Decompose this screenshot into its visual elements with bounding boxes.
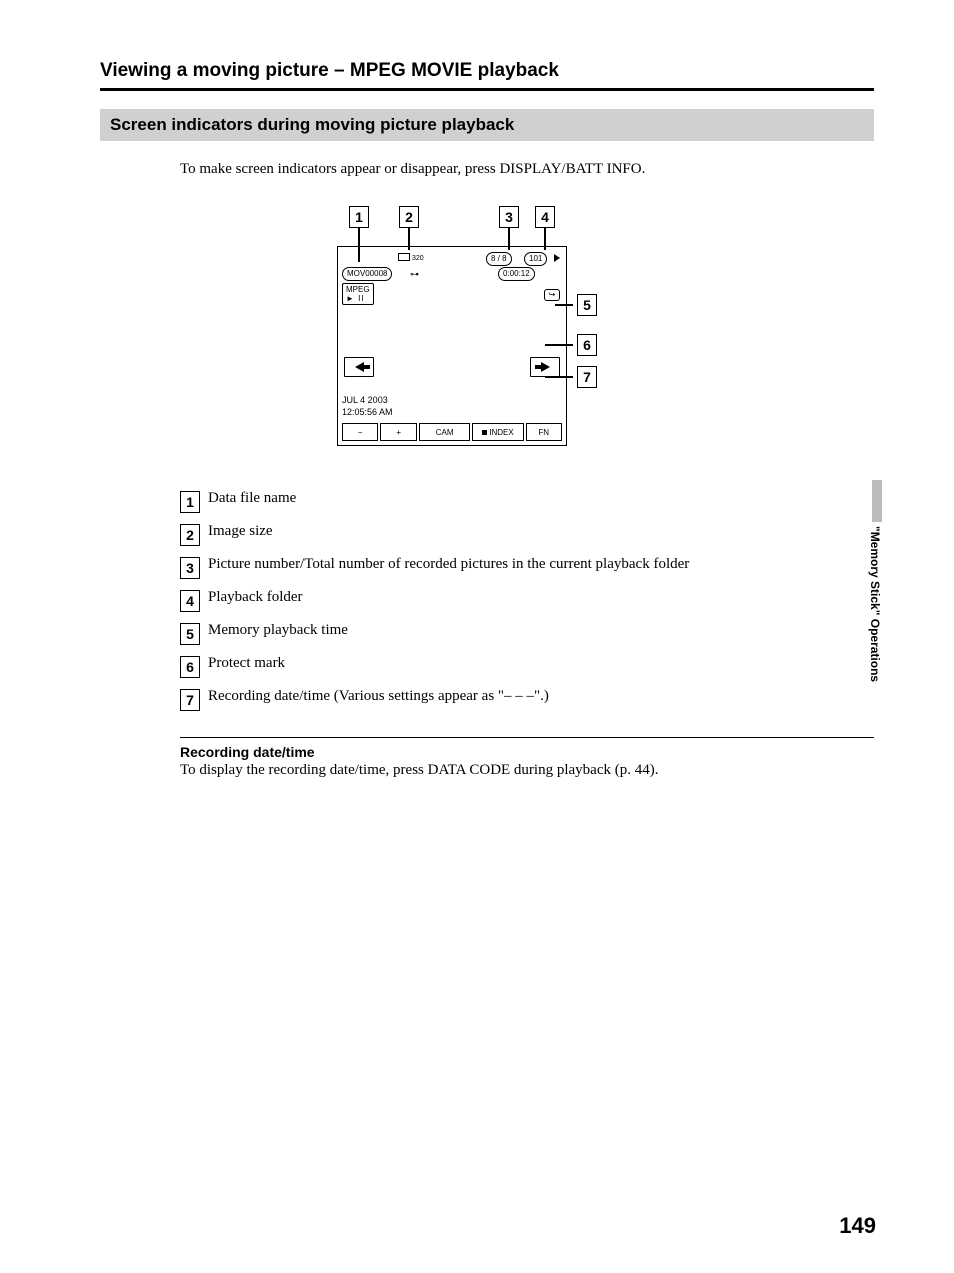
rule-thick — [100, 88, 874, 91]
callout-6: 6 — [577, 334, 597, 356]
diagram: 1 2 3 4 320 8 / 8 101 MOV00008 ⊶ 0:00:12 — [100, 206, 874, 446]
fn-button: FN — [526, 423, 562, 441]
minus-button: − — [342, 423, 378, 441]
legend-text: Picture number/Total number of recorded … — [208, 556, 689, 573]
callout-1: 1 — [349, 206, 369, 228]
play-pause-icon: ► II — [346, 294, 365, 303]
legend-item: 6 Protect mark — [180, 655, 874, 678]
protect-icon: ⊶ — [410, 269, 419, 280]
callout-5-row: 5 — [573, 294, 597, 316]
legend-item: 1 Data file name — [180, 490, 874, 513]
leader-line — [545, 376, 573, 378]
filename-label: MOV00008 — [342, 267, 392, 281]
callout-3: 3 — [499, 206, 519, 228]
leader-line — [545, 344, 573, 346]
callout-2: 2 — [399, 206, 419, 228]
index-button: INDEX — [472, 423, 523, 441]
index-label: INDEX — [489, 428, 513, 437]
intro-text: To make screen indicators appear or disa… — [180, 161, 874, 178]
plus-button: + — [380, 423, 416, 441]
date-label: JUL 4 2003 — [342, 395, 388, 405]
clock-label: 12:05:56 AM — [342, 407, 393, 417]
image-size-value: 320 — [412, 255, 424, 262]
callout-5: 5 — [577, 294, 597, 316]
bottom-button-row: − + CAM INDEX FN — [338, 423, 566, 441]
legend-number: 3 — [180, 557, 200, 579]
tab-label: "Memory Stick" Operations — [868, 526, 882, 682]
legend-item: 3 Picture number/Total number of recorded… — [180, 556, 874, 579]
leader-line — [555, 304, 573, 306]
legend-number: 6 — [180, 656, 200, 678]
legend-number: 2 — [180, 524, 200, 546]
rule-thin — [180, 737, 874, 738]
stop-icon — [482, 430, 487, 435]
loop-icon: ↪ — [544, 289, 560, 301]
legend-item: 4 Playback folder — [180, 589, 874, 612]
legend-number: 1 — [180, 491, 200, 513]
arrow-left-icon — [355, 362, 364, 372]
side-tab: "Memory Stick" Operations — [868, 480, 886, 682]
next-button — [530, 357, 560, 377]
callout-7: 7 — [577, 366, 597, 388]
legend-item: 5 Memory playback time — [180, 622, 874, 645]
folder-badge: 101 — [524, 252, 547, 266]
cam-button: CAM — [419, 423, 470, 441]
sub-text: To display the recording date/time, pres… — [180, 762, 874, 779]
section-title: Screen indicators during moving picture … — [100, 109, 874, 141]
legend-number: 7 — [180, 689, 200, 711]
legend: 1 Data file name 2 Image size 3 Picture numbe… — [180, 490, 874, 711]
playback-time: 0:00:12 — [498, 267, 535, 281]
legend-text: Image size — [208, 523, 273, 540]
callout-4: 4 — [535, 206, 555, 228]
legend-item: 7 Recording date/time (Various settings a… — [180, 688, 874, 711]
legend-text: Protect mark — [208, 655, 285, 672]
sub-heading: Recording date/time — [180, 744, 874, 760]
screen-frame: 320 8 / 8 101 MOV00008 ⊶ 0:00:12 MPEG ► … — [337, 246, 567, 446]
chevron-right-icon — [554, 254, 560, 262]
legend-number: 4 — [180, 590, 200, 612]
legend-text: Recording date/time (Various settings ap… — [208, 688, 549, 705]
prev-button — [344, 357, 374, 377]
codec-label: MPEG — [346, 285, 370, 294]
legend-text: Data file name — [208, 490, 296, 507]
image-size-icon — [398, 253, 410, 261]
callout-7-row: 7 — [573, 366, 597, 388]
legend-text: Playback folder — [208, 589, 303, 606]
main-heading: Viewing a moving picture – MPEG MOVIE pl… — [100, 60, 874, 82]
legend-text: Memory playback time — [208, 622, 348, 639]
callout-6-row: 6 — [573, 334, 597, 356]
codec-badge: MPEG ► II — [342, 283, 374, 305]
page-number: 149 — [839, 1213, 876, 1239]
arrow-right-icon — [541, 362, 550, 372]
legend-item: 2 Image size — [180, 523, 874, 546]
legend-number: 5 — [180, 623, 200, 645]
tab-marker — [872, 480, 882, 522]
picture-count: 8 / 8 — [486, 252, 512, 266]
